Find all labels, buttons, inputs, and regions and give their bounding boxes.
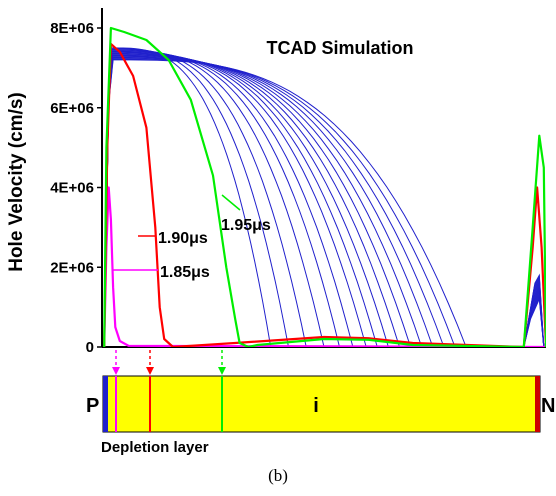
p-contact (103, 376, 108, 432)
blue-series-line (103, 53, 545, 347)
marker-arrowhead (112, 367, 120, 375)
blue-series-line (103, 58, 545, 347)
series-line-185 (103, 186, 546, 347)
depletion-layer-label: Depletion layer (101, 439, 209, 456)
annotation-190: 1.90μs (158, 230, 208, 247)
blue-series-line (103, 47, 545, 347)
y-tick-label: 4E+06 (50, 180, 94, 197)
y-tick-labels: 0 2E+06 4E+06 6E+06 8E+06 (50, 20, 102, 356)
device-body (102, 375, 541, 433)
annotation-195: 1.95μs (221, 217, 271, 234)
marker-arrowhead (218, 367, 226, 375)
n-contact (535, 376, 540, 432)
blue-series-line (103, 49, 545, 347)
pin-device-diagram: P i N Depletion layer (86, 375, 555, 456)
blue-series-line (103, 54, 545, 347)
blue-series-line (103, 56, 545, 347)
series-line-190 (103, 42, 546, 347)
annotation-185: 1.85μs (160, 264, 210, 281)
y-tick-label: 2E+06 (50, 259, 94, 276)
blue-series-line (103, 53, 545, 347)
series-line-195 (103, 26, 546, 347)
blue-series-line (103, 52, 545, 347)
blue-series-line (103, 57, 545, 347)
y-tick-label: 0 (86, 339, 94, 356)
y-axis-label: Hole Velocity (cm/s) (6, 92, 27, 272)
blue-series-line (103, 48, 545, 347)
marker-arrowhead (146, 367, 154, 375)
blue-series-line (103, 55, 545, 347)
blue-series-line (103, 57, 545, 347)
blue-series-line (103, 59, 545, 347)
i-label: i (313, 395, 319, 417)
y-tick-label: 8E+06 (50, 20, 94, 37)
n-label: N (541, 395, 555, 417)
chart-title: TCAD Simulation (267, 38, 414, 58)
device-position-markers (112, 350, 226, 375)
annotations: 1.85μs 1.90μs 1.95μs (113, 194, 271, 281)
y-tick-label: 6E+06 (50, 100, 94, 117)
figure-caption: (b) (268, 466, 288, 485)
blue-series-line (103, 50, 545, 347)
blue-series-line (103, 51, 545, 347)
highlighted-series-group (103, 26, 546, 347)
p-label: P (86, 395, 99, 417)
blue-series-line (103, 49, 545, 347)
annotation-leader-195 (221, 194, 241, 211)
blue-series-group (103, 47, 545, 347)
